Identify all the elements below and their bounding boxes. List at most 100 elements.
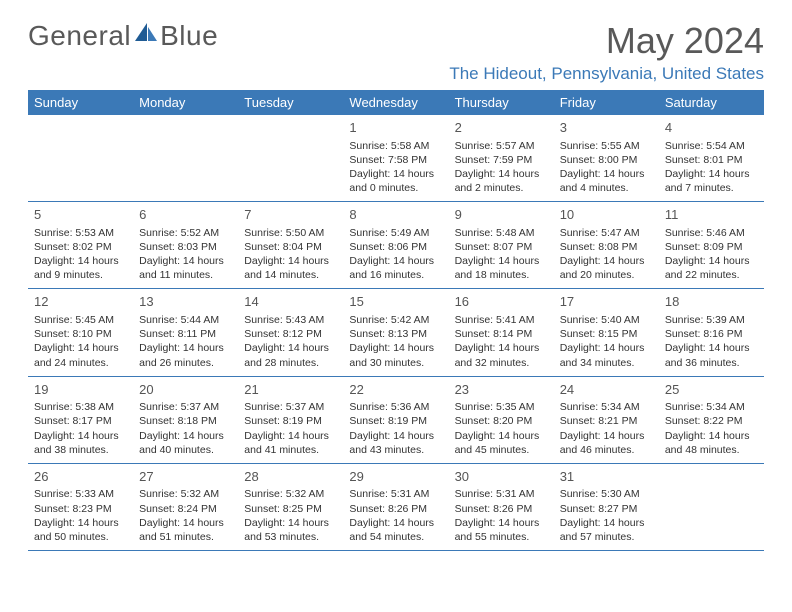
sunset-line: Sunset: 8:10 PM <box>34 327 127 341</box>
day-number: 18 <box>665 293 758 311</box>
calendar-cell: 20Sunrise: 5:37 AMSunset: 8:18 PMDayligh… <box>133 376 238 463</box>
sunset-line: Sunset: 7:58 PM <box>349 153 442 167</box>
calendar-cell: 7 Sunrise: 5:50 AMSunset: 8:04 PMDaylight… <box>238 202 343 289</box>
day-number: 31 <box>560 468 653 486</box>
calendar-cell: 2 Sunrise: 5:57 AMSunset: 7:59 PMDaylight… <box>449 115 554 202</box>
sunrise-line: Sunrise: 5:55 AM <box>560 139 653 153</box>
header: General Blue May 2024 The Hideout, Penns… <box>28 20 764 84</box>
calendar-cell: 24Sunrise: 5:34 AMSunset: 8:21 PMDayligh… <box>554 376 659 463</box>
sunrise-line: Sunrise: 5:31 AM <box>349 487 442 501</box>
daylight-line: Daylight: 14 hours and 40 minutes. <box>139 429 232 457</box>
calendar-cell: 29Sunrise: 5:31 AMSunset: 8:26 PMDayligh… <box>343 463 448 550</box>
sunset-line: Sunset: 8:24 PM <box>139 502 232 516</box>
calendar-cell: 18Sunrise: 5:39 AMSunset: 8:16 PMDayligh… <box>659 289 764 376</box>
day-number: 26 <box>34 468 127 486</box>
daylight-line: Daylight: 14 hours and 11 minutes. <box>139 254 232 282</box>
day-number: 27 <box>139 468 232 486</box>
daylight-line: Daylight: 14 hours and 50 minutes. <box>34 516 127 544</box>
daylight-line: Daylight: 14 hours and 2 minutes. <box>455 167 548 195</box>
calendar-cell: 21Sunrise: 5:37 AMSunset: 8:19 PMDayligh… <box>238 376 343 463</box>
day-number: 20 <box>139 381 232 399</box>
calendar-body: 1Sunrise: 5:58 AMSunset: 7:58 PMDaylight… <box>28 115 764 551</box>
sunrise-line: Sunrise: 5:40 AM <box>560 313 653 327</box>
day-number: 19 <box>34 381 127 399</box>
calendar-cell: 8Sunrise: 5:49 AMSunset: 8:06 PMDaylight… <box>343 202 448 289</box>
daylight-line: Daylight: 14 hours and 18 minutes. <box>455 254 548 282</box>
day-number: 21 <box>244 381 337 399</box>
sunrise-line: Sunrise: 5:34 AM <box>560 400 653 414</box>
sunset-line: Sunset: 8:03 PM <box>139 240 232 254</box>
sunrise-line: Sunrise: 5:37 AM <box>244 400 337 414</box>
day-header: Wednesday <box>343 90 448 115</box>
calendar-cell <box>28 115 133 202</box>
calendar-row: 26Sunrise: 5:33 AMSunset: 8:23 PMDayligh… <box>28 463 764 550</box>
day-header: Sunday <box>28 90 133 115</box>
sunset-line: Sunset: 8:15 PM <box>560 327 653 341</box>
sunset-line: Sunset: 8:17 PM <box>34 414 127 428</box>
day-number: 30 <box>455 468 548 486</box>
logo: General Blue <box>28 20 218 52</box>
sunset-line: Sunset: 8:18 PM <box>139 414 232 428</box>
calendar-cell: 19Sunrise: 5:38 AMSunset: 8:17 PMDayligh… <box>28 376 133 463</box>
calendar-cell <box>133 115 238 202</box>
sunrise-line: Sunrise: 5:32 AM <box>244 487 337 501</box>
calendar-row: 1Sunrise: 5:58 AMSunset: 7:58 PMDaylight… <box>28 115 764 202</box>
sunrise-line: Sunrise: 5:47 AM <box>560 226 653 240</box>
sunrise-line: Sunrise: 5:46 AM <box>665 226 758 240</box>
sunrise-line: Sunrise: 5:34 AM <box>665 400 758 414</box>
calendar-row: 19Sunrise: 5:38 AMSunset: 8:17 PMDayligh… <box>28 376 764 463</box>
daylight-line: Daylight: 14 hours and 14 minutes. <box>244 254 337 282</box>
daylight-line: Daylight: 14 hours and 32 minutes. <box>455 341 548 369</box>
sunset-line: Sunset: 8:21 PM <box>560 414 653 428</box>
daylight-line: Daylight: 14 hours and 38 minutes. <box>34 429 127 457</box>
day-number: 7 <box>244 206 337 224</box>
day-header: Saturday <box>659 90 764 115</box>
daylight-line: Daylight: 14 hours and 34 minutes. <box>560 341 653 369</box>
sunrise-line: Sunrise: 5:50 AM <box>244 226 337 240</box>
day-number: 22 <box>349 381 442 399</box>
sunset-line: Sunset: 8:13 PM <box>349 327 442 341</box>
day-number: 23 <box>455 381 548 399</box>
day-number: 24 <box>560 381 653 399</box>
calendar-cell: 23Sunrise: 5:35 AMSunset: 8:20 PMDayligh… <box>449 376 554 463</box>
sunrise-line: Sunrise: 5:42 AM <box>349 313 442 327</box>
daylight-line: Daylight: 14 hours and 53 minutes. <box>244 516 337 544</box>
daylight-line: Daylight: 14 hours and 22 minutes. <box>665 254 758 282</box>
calendar-cell: 31Sunrise: 5:30 AMSunset: 8:27 PMDayligh… <box>554 463 659 550</box>
sunset-line: Sunset: 8:26 PM <box>455 502 548 516</box>
calendar-cell: 12Sunrise: 5:45 AMSunset: 8:10 PMDayligh… <box>28 289 133 376</box>
calendar-cell: 22Sunrise: 5:36 AMSunset: 8:19 PMDayligh… <box>343 376 448 463</box>
daylight-line: Daylight: 14 hours and 24 minutes. <box>34 341 127 369</box>
daylight-line: Daylight: 14 hours and 4 minutes. <box>560 167 653 195</box>
sunset-line: Sunset: 8:20 PM <box>455 414 548 428</box>
logo-sail-icon <box>133 20 159 52</box>
day-number: 8 <box>349 206 442 224</box>
daylight-line: Daylight: 14 hours and 55 minutes. <box>455 516 548 544</box>
sunset-line: Sunset: 8:04 PM <box>244 240 337 254</box>
sunset-line: Sunset: 8:11 PM <box>139 327 232 341</box>
sunset-line: Sunset: 8:02 PM <box>34 240 127 254</box>
sunrise-line: Sunrise: 5:32 AM <box>139 487 232 501</box>
calendar-page: General Blue May 2024 The Hideout, Penns… <box>0 0 792 561</box>
sunrise-line: Sunrise: 5:57 AM <box>455 139 548 153</box>
sunrise-line: Sunrise: 5:39 AM <box>665 313 758 327</box>
day-number: 16 <box>455 293 548 311</box>
daylight-line: Daylight: 14 hours and 51 minutes. <box>139 516 232 544</box>
sunrise-line: Sunrise: 5:58 AM <box>349 139 442 153</box>
daylight-line: Daylight: 14 hours and 9 minutes. <box>34 254 127 282</box>
daylight-line: Daylight: 14 hours and 0 minutes. <box>349 167 442 195</box>
calendar-cell: 25Sunrise: 5:34 AMSunset: 8:22 PMDayligh… <box>659 376 764 463</box>
day-number: 15 <box>349 293 442 311</box>
day-number: 2 <box>455 119 548 137</box>
day-header: Thursday <box>449 90 554 115</box>
sunset-line: Sunset: 8:25 PM <box>244 502 337 516</box>
day-header: Tuesday <box>238 90 343 115</box>
calendar-cell: 5Sunrise: 5:53 AMSunset: 8:02 PMDaylight… <box>28 202 133 289</box>
day-number: 25 <box>665 381 758 399</box>
calendar-cell: 4Sunrise: 5:54 AMSunset: 8:01 PMDaylight… <box>659 115 764 202</box>
sunrise-line: Sunrise: 5:54 AM <box>665 139 758 153</box>
sunset-line: Sunset: 7:59 PM <box>455 153 548 167</box>
logo-text-2: Blue <box>160 20 218 52</box>
title-block: May 2024 The Hideout, Pennsylvania, Unit… <box>449 20 764 84</box>
calendar-cell: 14Sunrise: 5:43 AMSunset: 8:12 PMDayligh… <box>238 289 343 376</box>
